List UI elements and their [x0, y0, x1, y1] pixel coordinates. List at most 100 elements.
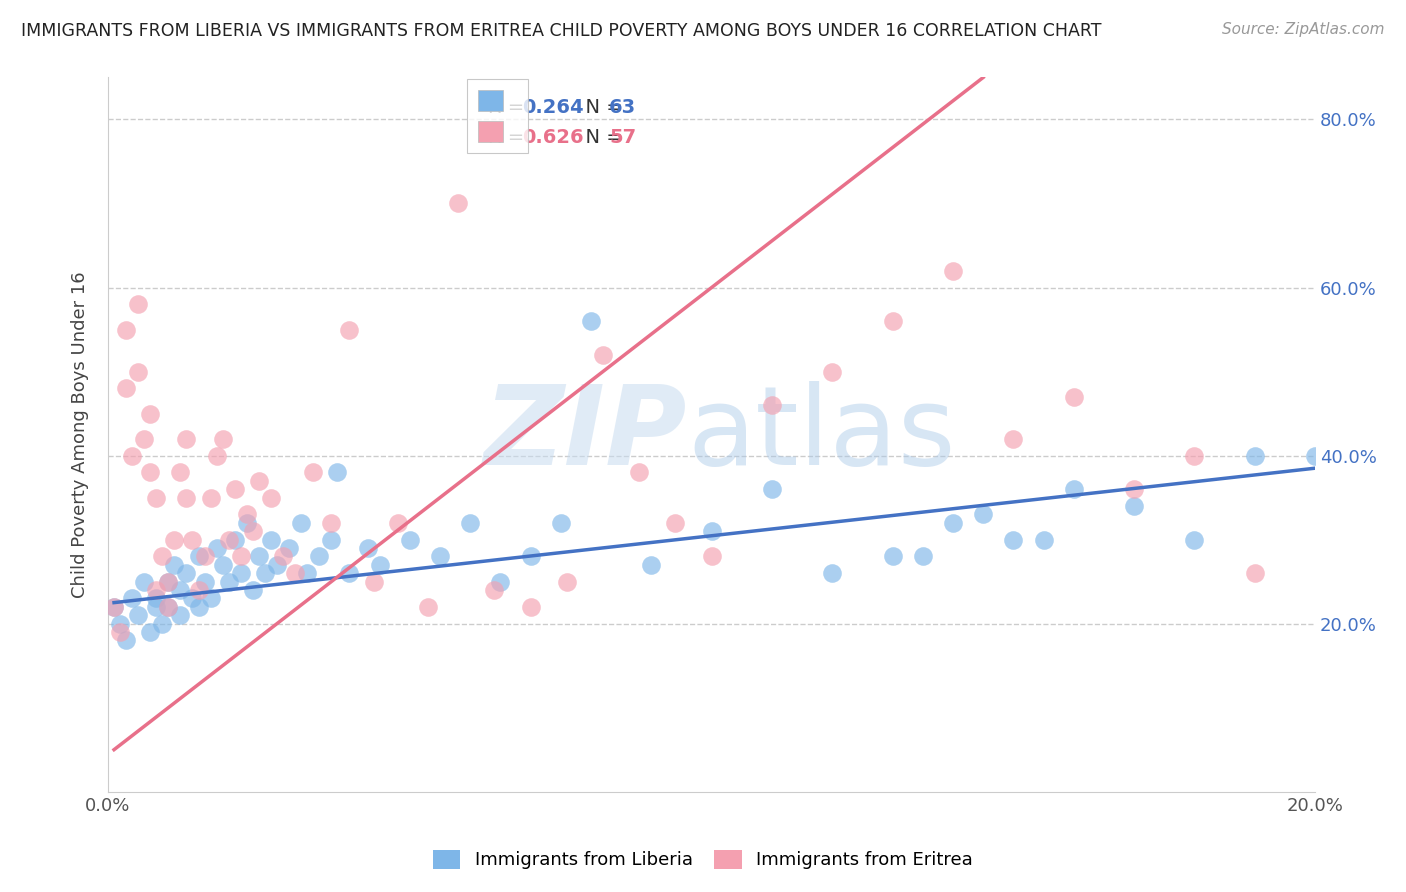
- Point: [242, 582, 264, 597]
- Point: [169, 466, 191, 480]
- Legend: , : ,: [467, 79, 529, 153]
- Point: [519, 549, 541, 564]
- Point: [157, 599, 180, 614]
- Point: [236, 508, 259, 522]
- Point: [211, 432, 233, 446]
- Point: [640, 558, 662, 572]
- Point: [145, 599, 167, 614]
- Point: [1002, 432, 1025, 446]
- Point: [882, 549, 904, 564]
- Point: [127, 365, 149, 379]
- Text: N =: N =: [572, 128, 628, 147]
- Point: [579, 314, 602, 328]
- Point: [821, 566, 844, 581]
- Point: [260, 491, 283, 505]
- Point: [356, 541, 378, 555]
- Point: [187, 599, 209, 614]
- Text: 0.264: 0.264: [522, 98, 583, 117]
- Point: [339, 322, 361, 336]
- Point: [224, 533, 246, 547]
- Point: [911, 549, 934, 564]
- Text: Source: ZipAtlas.com: Source: ZipAtlas.com: [1222, 22, 1385, 37]
- Text: ZIP: ZIP: [484, 381, 688, 488]
- Point: [150, 616, 173, 631]
- Point: [1032, 533, 1054, 547]
- Point: [972, 508, 994, 522]
- Point: [295, 566, 318, 581]
- Point: [139, 466, 162, 480]
- Point: [302, 466, 325, 480]
- Point: [700, 549, 723, 564]
- Point: [326, 466, 349, 480]
- Point: [308, 549, 330, 564]
- Point: [321, 516, 343, 530]
- Point: [139, 407, 162, 421]
- Point: [134, 574, 156, 589]
- Y-axis label: Child Poverty Among Boys Under 16: Child Poverty Among Boys Under 16: [72, 271, 89, 598]
- Point: [882, 314, 904, 328]
- Point: [429, 549, 451, 564]
- Point: [339, 566, 361, 581]
- Point: [139, 625, 162, 640]
- Point: [200, 591, 222, 606]
- Point: [157, 574, 180, 589]
- Point: [266, 558, 288, 572]
- Point: [368, 558, 391, 572]
- Text: N =: N =: [572, 98, 628, 117]
- Point: [176, 566, 198, 581]
- Point: [242, 524, 264, 539]
- Point: [1184, 449, 1206, 463]
- Point: [398, 533, 420, 547]
- Point: [145, 591, 167, 606]
- Point: [193, 549, 215, 564]
- Point: [229, 549, 252, 564]
- Point: [761, 398, 783, 412]
- Point: [1303, 449, 1326, 463]
- Point: [1123, 482, 1146, 496]
- Point: [193, 574, 215, 589]
- Point: [218, 574, 240, 589]
- Point: [363, 574, 385, 589]
- Point: [484, 582, 506, 597]
- Point: [169, 582, 191, 597]
- Point: [211, 558, 233, 572]
- Point: [187, 582, 209, 597]
- Point: [145, 582, 167, 597]
- Point: [103, 599, 125, 614]
- Point: [942, 263, 965, 277]
- Text: R =: R =: [488, 98, 530, 117]
- Point: [157, 599, 180, 614]
- Legend: Immigrants from Liberia, Immigrants from Eritrea: Immigrants from Liberia, Immigrants from…: [425, 840, 981, 879]
- Point: [163, 558, 186, 572]
- Text: 57: 57: [609, 128, 636, 147]
- Point: [550, 516, 572, 530]
- Point: [121, 591, 143, 606]
- Text: IMMIGRANTS FROM LIBERIA VS IMMIGRANTS FROM ERITREA CHILD POVERTY AMONG BOYS UNDE: IMMIGRANTS FROM LIBERIA VS IMMIGRANTS FR…: [21, 22, 1101, 40]
- Point: [247, 474, 270, 488]
- Point: [1243, 449, 1265, 463]
- Point: [181, 533, 204, 547]
- Point: [108, 625, 131, 640]
- Point: [157, 574, 180, 589]
- Point: [1184, 533, 1206, 547]
- Point: [150, 549, 173, 564]
- Point: [416, 599, 439, 614]
- Point: [205, 541, 228, 555]
- Text: 0.626: 0.626: [522, 128, 583, 147]
- Point: [224, 482, 246, 496]
- Point: [103, 599, 125, 614]
- Point: [489, 574, 512, 589]
- Point: [108, 616, 131, 631]
- Point: [163, 533, 186, 547]
- Point: [284, 566, 307, 581]
- Point: [1123, 499, 1146, 513]
- Point: [115, 633, 138, 648]
- Text: 63: 63: [609, 98, 636, 117]
- Point: [260, 533, 283, 547]
- Point: [519, 599, 541, 614]
- Point: [1243, 566, 1265, 581]
- Point: [121, 449, 143, 463]
- Point: [821, 365, 844, 379]
- Point: [458, 516, 481, 530]
- Point: [278, 541, 301, 555]
